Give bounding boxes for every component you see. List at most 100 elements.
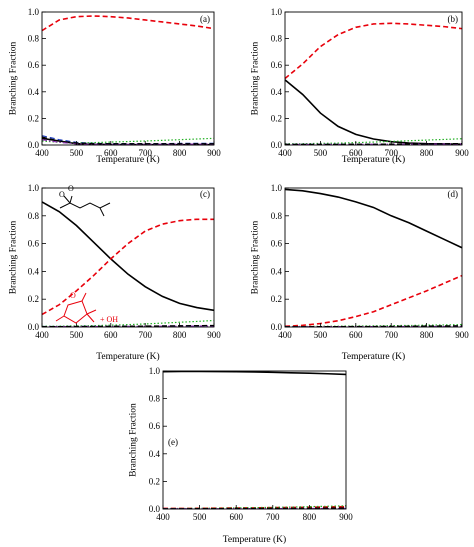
ring-methyl-left bbox=[55, 315, 65, 322]
panel-d-xtick-label: 600 bbox=[349, 330, 363, 340]
tetrahydrofuran-ring bbox=[63, 300, 88, 324]
ring-methyl-right-1 bbox=[86, 309, 97, 315]
panel-e-lines bbox=[162, 370, 347, 510]
panel-d-xtick-label: 700 bbox=[384, 330, 398, 340]
panel-e-xtick-label: 600 bbox=[229, 512, 243, 522]
panel-c-xtick-label: 900 bbox=[207, 330, 221, 340]
panel-d-ticks: 400 500 600 700 800 900 0.0 0.2 0.4 0.6 0.8 1.0 bbox=[271, 183, 470, 340]
panel-e-label: (e) bbox=[168, 437, 178, 447]
panel-a-ticks: 400 500 600 700 800 900 0.0 0.2 0.4 0.6 0.8 1.0 bbox=[28, 7, 222, 158]
panel-e-xtick-label: 500 bbox=[193, 512, 207, 522]
panel-a-ylabel: Branching Fraction bbox=[8, 41, 18, 115]
panel-b-xtick-label: 800 bbox=[420, 148, 434, 158]
panel-a-lines bbox=[41, 15, 215, 146]
panel-e-ytick-label: 0.0 bbox=[149, 504, 161, 514]
panel-e-xtick-label: 900 bbox=[339, 512, 353, 522]
panel-a-xtick-label: 400 bbox=[35, 148, 49, 158]
panel-e-ylabel: Branching Fraction bbox=[128, 403, 138, 477]
panel-b-label: (b) bbox=[448, 14, 459, 24]
panel-b-xtick-label: 500 bbox=[314, 148, 328, 158]
panel-a-label: (a) bbox=[200, 14, 210, 24]
panel-e-xtick-label: 800 bbox=[303, 512, 317, 522]
panel-c-ytick-label: 0.4 bbox=[28, 266, 40, 276]
panel-c-ytick-label: 0.2 bbox=[28, 294, 39, 304]
panel-a-series-2-line bbox=[41, 15, 215, 32]
panel-c-ytick-label: 0.8 bbox=[28, 211, 40, 221]
panel-b-ytick-label: 0.2 bbox=[271, 113, 282, 123]
panel-c-ytick-label: 0.6 bbox=[28, 239, 40, 249]
panel-a-xtick-label: 700 bbox=[138, 148, 152, 158]
peroxy-o-bond bbox=[69, 195, 73, 204]
panel-a-ytick-label: 0.4 bbox=[28, 87, 40, 97]
panel-d-lines bbox=[284, 188, 463, 328]
panel-a-frame bbox=[41, 11, 215, 146]
panel-c-label: (c) bbox=[200, 189, 210, 199]
panel-d-ytick-label: 0.8 bbox=[271, 211, 283, 221]
panel-c-ytick-label: 0.0 bbox=[28, 322, 40, 332]
panel-a-series-3-line bbox=[41, 135, 214, 145]
panel-a-ytick-label: 0.6 bbox=[28, 60, 40, 70]
panel-e-ytick-label: 0.2 bbox=[149, 476, 160, 486]
panel-b-xtick-label: 400 bbox=[278, 148, 292, 158]
panel-e-series-4-line bbox=[162, 505, 347, 510]
panel-a-xtick-label: 800 bbox=[173, 148, 187, 158]
panel-d-xtick-label: 800 bbox=[420, 330, 434, 340]
panel-e-xtick-label: 700 bbox=[266, 512, 280, 522]
panel-c: 400 500 600 700 800 900 0.0 0.2 0.4 0.6 0.8 1.0 (c)… bbox=[8, 183, 221, 362]
panel-c-xtick-label: 500 bbox=[70, 330, 84, 340]
panel-d-xtick-label: 900 bbox=[455, 330, 469, 340]
peroxy-carbon-chain bbox=[59, 202, 111, 209]
panel-d-ytick-label: 0.6 bbox=[271, 239, 283, 249]
panel-c-ticks: 400 500 600 700 800 900 0.0 0.2 0.4 0.6 0.8 1.0 bbox=[28, 183, 222, 340]
panel-a-ytick-label: 0.8 bbox=[28, 34, 40, 44]
panel-a-xtick-label: 500 bbox=[70, 148, 84, 158]
panel-c-frame bbox=[41, 187, 215, 328]
panel-c-series-1-line bbox=[41, 201, 215, 312]
panel-b-ticks: 400 500 600 700 800 900 0.0 0.2 0.4 0.6 0.8 1.0 bbox=[271, 7, 470, 158]
panel-e-ytick-label: 0.8 bbox=[149, 394, 161, 404]
panel-e-xtick-label: 400 bbox=[156, 512, 170, 522]
panel-e-xlabel: Temperature (K) bbox=[223, 534, 286, 545]
panel-b-xtick-label: 600 bbox=[349, 148, 363, 158]
panel-e-ticks: 400 500 600 700 800 900 0.0 0.2 0.4 0.6 0.8 1.0 bbox=[149, 366, 354, 522]
panel-b-series-1-line bbox=[284, 79, 463, 145]
panel-c-xtick-label: 700 bbox=[138, 330, 152, 340]
panel-a-xlabel: Temperature (K) bbox=[96, 154, 159, 165]
panel-b-ytick-label: 1.0 bbox=[271, 7, 283, 17]
panel-d-xlabel: Temperature (K) bbox=[342, 351, 405, 362]
panel-b: 400 500 600 700 800 900 0.0 0.2 0.4 0.6 0.8 1.0 (b)… bbox=[250, 7, 469, 165]
panel-c-lines bbox=[41, 201, 215, 328]
peroxy-methyl-branch bbox=[63, 195, 71, 204]
panel-a-series-5-line bbox=[41, 139, 214, 145]
panel-e-ytick-label: 0.4 bbox=[149, 449, 161, 459]
panel-a-ytick-label: 1.0 bbox=[28, 7, 40, 17]
panel-b-frame bbox=[284, 11, 463, 146]
panel-e: 400 500 600 700 800 900 0.0 0.2 0.4 0.6 0.8 1.0 (e)… bbox=[128, 366, 353, 545]
panel-d-ylabel: Branching Fraction bbox=[250, 220, 260, 294]
panel-b-series-4-line bbox=[285, 138, 463, 145]
panel-d-ytick-label: 0.4 bbox=[271, 266, 283, 276]
panel-b-series-2-line bbox=[284, 22, 463, 80]
panel-c-ytick-label: 1.0 bbox=[28, 183, 40, 193]
panel-d-series-1-line bbox=[284, 188, 463, 249]
panel-c-xtick-label: 400 bbox=[35, 330, 49, 340]
panel-a-xtick-label: 600 bbox=[104, 148, 118, 158]
peroxy-isopropyl-branch bbox=[99, 207, 105, 217]
panel-d-label: (d) bbox=[448, 189, 459, 199]
panel-b-ytick-label: 0.8 bbox=[271, 34, 283, 44]
panel-b-xtick-label: 900 bbox=[455, 148, 469, 158]
panel-b-xlabel: Temperature (K) bbox=[342, 154, 405, 165]
panel-c-series-2-line bbox=[41, 218, 214, 316]
panel-d-series-2-line bbox=[284, 274, 463, 328]
panel-b-lines bbox=[284, 22, 463, 145]
panel-b-ylabel: Branching Fraction bbox=[250, 41, 260, 115]
panel-d-xtick-label: 500 bbox=[314, 330, 328, 340]
ring-methyl-top bbox=[81, 292, 87, 302]
panel-c-xtick-label: 600 bbox=[104, 330, 118, 340]
panel-a-ytick-label: 0.0 bbox=[28, 140, 40, 150]
panel-d-ytick-label: 0.2 bbox=[271, 294, 282, 304]
panel-c-xlabel: Temperature (K) bbox=[96, 351, 159, 362]
ring-methyl-right-2 bbox=[86, 313, 95, 323]
cyclic-ether-structure-icon: O + OH bbox=[55, 291, 118, 324]
panel-e-ytick-label: 1.0 bbox=[149, 366, 161, 376]
